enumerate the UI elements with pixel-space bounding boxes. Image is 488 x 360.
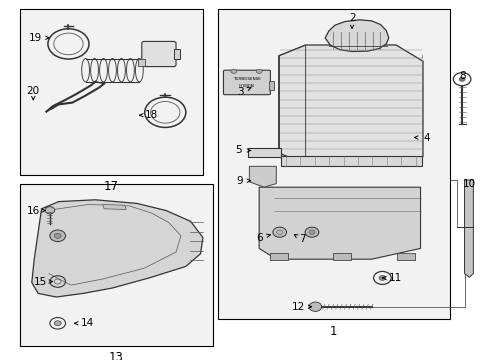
Text: 5: 5 <box>235 145 242 156</box>
Text: HYUNDAI: HYUNDAI <box>239 85 254 89</box>
Text: 6: 6 <box>255 233 262 243</box>
Text: 15: 15 <box>33 276 47 287</box>
Polygon shape <box>248 148 421 166</box>
Text: 14: 14 <box>80 318 94 328</box>
Text: 10: 10 <box>462 179 475 189</box>
Bar <box>20 184 212 346</box>
Circle shape <box>305 227 318 237</box>
Circle shape <box>458 77 464 81</box>
Text: 7: 7 <box>298 234 305 244</box>
Circle shape <box>256 69 262 73</box>
Circle shape <box>308 230 314 234</box>
Text: TURBOSENSE: TURBOSENSE <box>232 77 261 81</box>
Text: 9: 9 <box>236 176 243 186</box>
Circle shape <box>50 230 65 242</box>
Bar <box>396 253 414 260</box>
Polygon shape <box>278 45 422 164</box>
Text: 16: 16 <box>26 206 40 216</box>
Circle shape <box>54 233 61 238</box>
Circle shape <box>378 275 385 280</box>
Text: 3: 3 <box>237 87 244 97</box>
FancyBboxPatch shape <box>223 70 270 95</box>
Text: 1: 1 <box>329 325 337 338</box>
Bar <box>20 9 203 175</box>
Text: 8: 8 <box>458 71 465 81</box>
Circle shape <box>54 321 61 326</box>
Text: 12: 12 <box>291 302 305 312</box>
Circle shape <box>45 207 55 214</box>
Polygon shape <box>464 180 472 277</box>
Text: 11: 11 <box>387 273 401 283</box>
Polygon shape <box>325 20 388 51</box>
Bar <box>269 253 287 260</box>
Bar <box>173 49 180 59</box>
Polygon shape <box>249 166 276 187</box>
Bar <box>333 253 350 260</box>
Circle shape <box>308 302 321 311</box>
Text: 19: 19 <box>29 33 42 43</box>
Polygon shape <box>102 204 126 210</box>
Circle shape <box>230 69 236 73</box>
Text: 4: 4 <box>422 132 429 143</box>
Polygon shape <box>32 200 203 297</box>
Text: 17: 17 <box>104 180 119 193</box>
Bar <box>217 9 449 319</box>
Text: 18: 18 <box>144 110 158 120</box>
Circle shape <box>272 227 286 237</box>
FancyBboxPatch shape <box>142 41 176 67</box>
Text: 13: 13 <box>108 351 123 360</box>
Bar <box>138 59 144 66</box>
Bar <box>268 81 273 90</box>
Polygon shape <box>259 187 420 259</box>
Text: 20: 20 <box>27 86 40 96</box>
Text: 2: 2 <box>348 13 355 23</box>
